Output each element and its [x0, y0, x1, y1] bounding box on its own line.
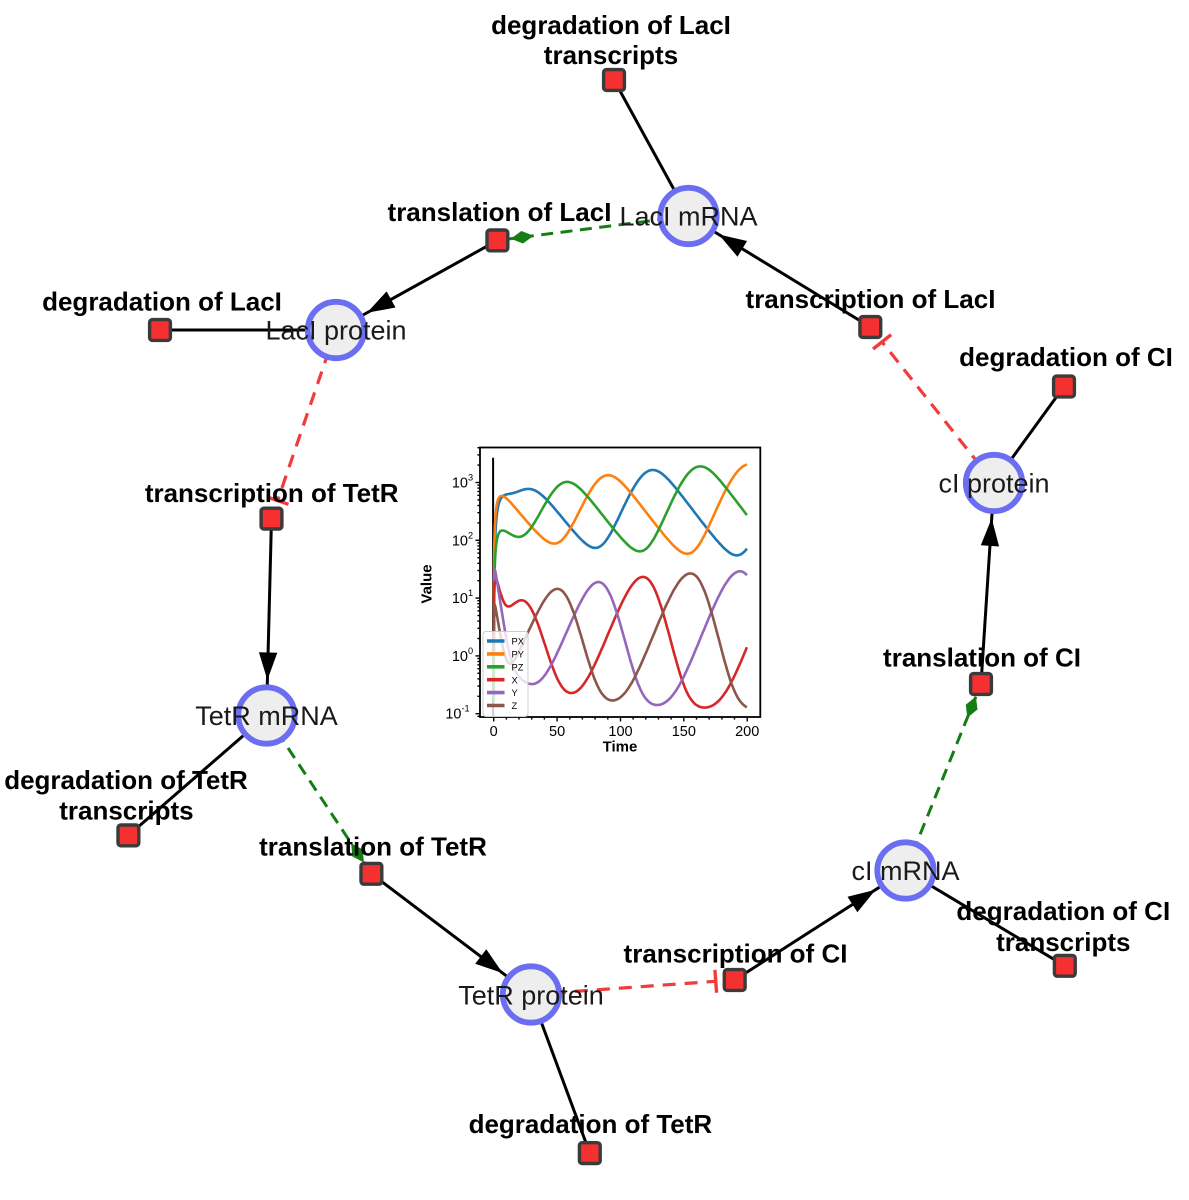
svg-text:150: 150: [672, 724, 696, 740]
svg-text:transcription of CI: transcription of CI: [624, 938, 848, 968]
svg-text:0: 0: [490, 724, 498, 740]
svg-text:200: 200: [735, 724, 759, 740]
svg-text:degradation of TetR: degradation of TetR: [4, 765, 248, 795]
svg-text:1: 1: [468, 588, 473, 598]
svg-text:transcripts: transcripts: [544, 40, 678, 70]
svg-text:LacI protein: LacI protein: [265, 316, 406, 346]
svg-text:degradation of CI: degradation of CI: [956, 896, 1170, 926]
svg-text:degradation of CI: degradation of CI: [959, 342, 1173, 372]
svg-text:TetR mRNA: TetR mRNA: [195, 701, 338, 731]
svg-text:translation of TetR: translation of TetR: [259, 832, 487, 862]
svg-text:10: 10: [452, 533, 468, 549]
svg-text:PX: PX: [512, 637, 524, 647]
svg-text:3: 3: [468, 473, 473, 483]
svg-text:0: 0: [468, 646, 473, 656]
svg-text:transcripts: transcripts: [996, 927, 1130, 957]
svg-text:TetR protein: TetR protein: [458, 981, 604, 1011]
svg-text:100: 100: [608, 724, 632, 740]
svg-text:translation of CI: translation of CI: [883, 642, 1081, 672]
svg-text:10: 10: [452, 476, 468, 492]
svg-text:2: 2: [468, 530, 473, 540]
svg-text:transcription of TetR: transcription of TetR: [145, 478, 399, 508]
svg-text:10: 10: [452, 591, 468, 607]
svg-text:-1: -1: [462, 704, 470, 714]
svg-text:cI mRNA: cI mRNA: [852, 856, 960, 886]
svg-text:10: 10: [452, 649, 468, 665]
svg-text:10: 10: [445, 707, 461, 723]
svg-text:transcription of LacI: transcription of LacI: [746, 284, 996, 314]
svg-text:LacI mRNA: LacI mRNA: [619, 202, 757, 232]
svg-text:X: X: [512, 675, 518, 685]
svg-text:Y: Y: [512, 688, 518, 698]
svg-text:transcripts: transcripts: [59, 795, 193, 825]
svg-text:Z: Z: [512, 701, 518, 711]
svg-text:degradation of LacI: degradation of LacI: [491, 10, 731, 40]
svg-text:degradation of TetR: degradation of TetR: [469, 1109, 713, 1139]
svg-text:PY: PY: [512, 650, 524, 660]
svg-text:PZ: PZ: [512, 662, 524, 672]
svg-text:translation of LacI: translation of LacI: [388, 197, 612, 227]
svg-text:degradation of LacI: degradation of LacI: [42, 287, 282, 317]
svg-text:cI protein: cI protein: [938, 469, 1049, 499]
svg-text:50: 50: [549, 724, 565, 740]
svg-text:Time: Time: [603, 739, 638, 756]
svg-text:Value: Value: [419, 564, 436, 603]
